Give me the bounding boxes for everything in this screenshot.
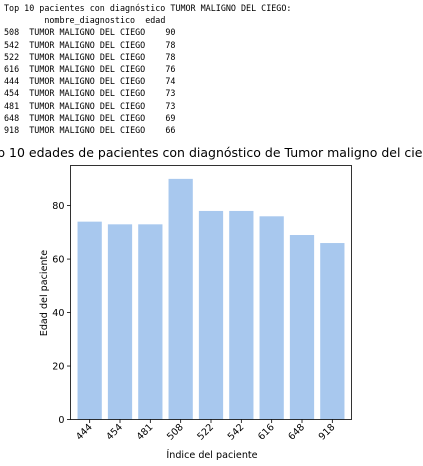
y-tick-label: 80 [52, 201, 64, 212]
x-tick-label: 454 [104, 422, 125, 443]
console-header: Top 10 pacientes con diagnóstico TUMOR M… [4, 3, 292, 13]
console-output: Top 10 pacientes con diagnóstico TUMOR M… [4, 2, 291, 136]
console-rows: 508 TUMOR MALIGNO DEL CIEGO 90 542 TUMOR … [4, 26, 291, 136]
row-diagnosis: TUMOR MALIGNO DEL CIEGO [29, 124, 146, 135]
row-diagnosis: TUMOR MALIGNO DEL CIEGO [29, 63, 146, 74]
bar-454 [107, 224, 133, 420]
row-age: 74 [165, 76, 176, 87]
bar-522 [198, 210, 224, 420]
x-tick-label: 444 [74, 422, 95, 443]
row-index: 522 [4, 51, 20, 62]
console-column-header: nombre_diagnostico edad [4, 14, 291, 26]
row-index: 481 [4, 100, 20, 111]
row-index: 508 [4, 27, 20, 38]
column-diagnosis-header: nombre_diagnostico [44, 15, 136, 26]
x-tick-label: 918 [317, 422, 338, 443]
row-index: 648 [4, 112, 20, 123]
x-tick-label: 522 [195, 422, 216, 443]
row-age: 66 [165, 124, 176, 135]
row-age: 69 [165, 112, 176, 123]
row-diagnosis: TUMOR MALIGNO DEL CIEGO [29, 100, 146, 111]
row-age: 90 [165, 27, 176, 38]
console-row: 522 TUMOR MALIGNO DEL CIEGO 78 [4, 51, 291, 63]
y-axis: 0 20 40 60 80 [52, 201, 71, 426]
x-tick-label: 648 [286, 422, 307, 443]
console-row: 454 TUMOR MALIGNO DEL CIEGO 73 [4, 87, 291, 99]
x-axis-label: Índice del paciente [166, 448, 257, 461]
row-index: 918 [4, 124, 20, 135]
console-row: 444 TUMOR MALIGNO DEL CIEGO 74 [4, 75, 291, 87]
x-tick-label: 542 [226, 422, 247, 443]
y-tick-label: 60 [52, 255, 64, 266]
row-diagnosis: TUMOR MALIGNO DEL CIEGO [29, 51, 146, 62]
x-tick-label: 508 [165, 422, 186, 443]
y-tick-label: 20 [52, 362, 64, 373]
y-tick-label: 40 [52, 308, 64, 319]
row-age: 73 [165, 100, 176, 111]
console-row: 481 TUMOR MALIGNO DEL CIEGO 73 [4, 100, 291, 112]
y-tick-label: 0 [58, 415, 64, 426]
chart-title: Top 10 edades de pacientes con diagnósti… [0, 145, 423, 160]
console-row: 918 TUMOR MALIGNO DEL CIEGO 66 [4, 124, 291, 136]
bar-481 [138, 224, 163, 420]
row-diagnosis: TUMOR MALIGNO DEL CIEGO [29, 27, 146, 38]
row-index: 454 [4, 88, 20, 99]
row-diagnosis: TUMOR MALIGNO DEL CIEGO [29, 88, 146, 99]
bar-648 [289, 235, 315, 420]
x-tick-label: 616 [256, 422, 277, 443]
row-age: 78 [165, 39, 176, 50]
row-diagnosis: TUMOR MALIGNO DEL CIEGO [29, 76, 146, 87]
bars-group [77, 178, 345, 420]
console-row: 508 TUMOR MALIGNO DEL CIEGO 90 [4, 26, 291, 38]
x-axis: 444 454 481 508 522 542 616 648 918 [74, 419, 338, 443]
bar-508 [168, 178, 193, 420]
bar-542 [229, 210, 254, 420]
row-index: 616 [4, 63, 20, 74]
bar-444 [77, 221, 102, 420]
y-axis-label: Edad del paciente [39, 250, 50, 337]
bar-918 [320, 243, 345, 420]
console-row: 648 TUMOR MALIGNO DEL CIEGO 69 [4, 112, 291, 124]
row-diagnosis: TUMOR MALIGNO DEL CIEGO [29, 112, 146, 123]
row-age: 76 [165, 63, 176, 74]
console-row: 542 TUMOR MALIGNO DEL CIEGO 78 [4, 39, 291, 51]
row-age: 73 [165, 88, 176, 99]
row-age: 78 [165, 51, 176, 62]
console-row: 616 TUMOR MALIGNO DEL CIEGO 76 [4, 63, 291, 75]
row-diagnosis: TUMOR MALIGNO DEL CIEGO [29, 39, 146, 50]
row-index: 542 [4, 39, 20, 50]
bar-616 [259, 216, 284, 420]
column-age-header: edad [145, 15, 166, 26]
row-index: 444 [4, 76, 20, 87]
x-tick-label: 481 [135, 422, 156, 443]
